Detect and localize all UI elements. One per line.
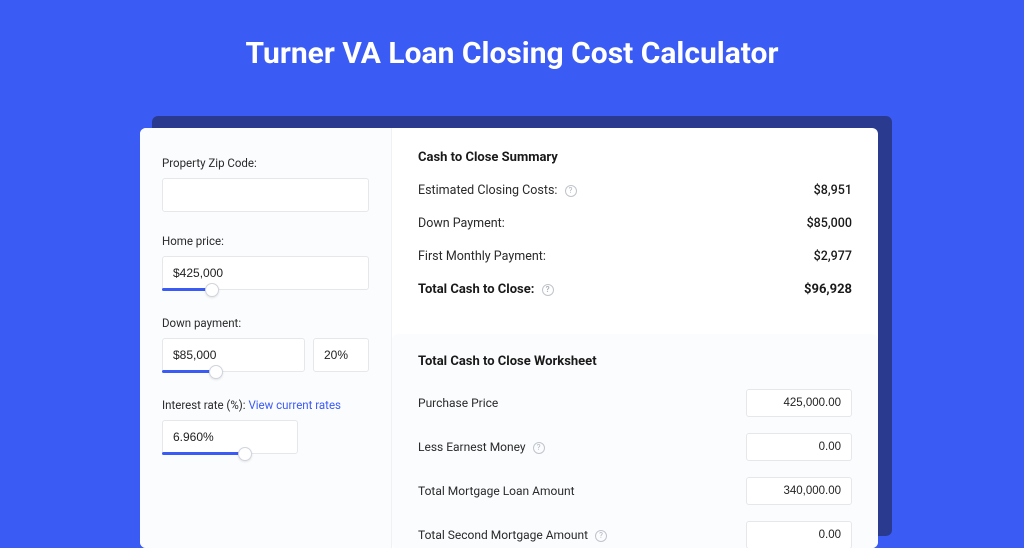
- divider: [418, 315, 852, 316]
- worksheet-title: Total Cash to Close Worksheet: [418, 354, 852, 369]
- zip-input[interactable]: [162, 178, 369, 212]
- interest-rate-label-text: Interest rate (%):: [162, 398, 246, 412]
- summary-row: Estimated Closing Costs: ? $8,951: [418, 183, 852, 198]
- worksheet-row: Total Second Mortgage Amount ?: [418, 521, 852, 548]
- summary-value: $2,977: [814, 249, 852, 264]
- home-price-group: Home price:: [162, 234, 369, 290]
- worksheet-input[interactable]: [746, 521, 852, 548]
- help-icon[interactable]: ?: [565, 185, 577, 197]
- help-icon[interactable]: ?: [533, 442, 545, 454]
- zip-field-group: Property Zip Code:: [162, 156, 369, 212]
- calculator-card: Property Zip Code: Home price: Down paym…: [140, 128, 878, 548]
- worksheet-input[interactable]: [746, 389, 852, 417]
- down-payment-slider-thumb[interactable]: [209, 365, 223, 379]
- summary-label: Down Payment:: [418, 216, 505, 231]
- summary-title: Cash to Close Summary: [418, 150, 852, 165]
- summary-row: First Monthly Payment: $2,977: [418, 249, 852, 264]
- worksheet-label: Total Mortgage Loan Amount: [418, 484, 575, 498]
- view-rates-link[interactable]: View current rates: [248, 398, 341, 412]
- worksheet-label: Total Second Mortgage Amount: [418, 528, 588, 542]
- down-payment-pct-input[interactable]: [313, 338, 369, 372]
- worksheet-label: Less Earnest Money: [418, 440, 526, 454]
- interest-rate-slider-thumb[interactable]: [238, 447, 252, 461]
- down-payment-group: Down payment:: [162, 316, 369, 372]
- help-icon[interactable]: ?: [542, 284, 554, 296]
- summary-total-value: $96,928: [804, 282, 852, 297]
- help-icon[interactable]: ?: [595, 530, 607, 542]
- down-payment-label: Down payment:: [162, 316, 369, 330]
- inputs-panel: Property Zip Code: Home price: Down paym…: [140, 128, 392, 548]
- home-price-label: Home price:: [162, 234, 369, 248]
- home-price-slider-thumb[interactable]: [205, 283, 219, 297]
- worksheet-row: Total Mortgage Loan Amount: [418, 477, 852, 505]
- worksheet-input[interactable]: [746, 433, 852, 461]
- summary-panel: Cash to Close Summary Estimated Closing …: [392, 128, 878, 548]
- home-price-input[interactable]: [162, 256, 369, 290]
- worksheet-panel: Total Cash to Close Worksheet Purchase P…: [392, 334, 878, 548]
- interest-rate-label: Interest rate (%): View current rates: [162, 398, 369, 412]
- interest-rate-input[interactable]: [162, 420, 298, 454]
- summary-value: $85,000: [807, 216, 852, 231]
- summary-label: Estimated Closing Costs:: [418, 183, 557, 198]
- down-payment-input[interactable]: [162, 338, 305, 372]
- worksheet-row: Purchase Price: [418, 389, 852, 417]
- down-payment-slider[interactable]: [162, 370, 216, 373]
- summary-total-row: Total Cash to Close: ? $96,928: [418, 282, 852, 297]
- summary-total-label: Total Cash to Close:: [418, 282, 534, 297]
- summary-label: First Monthly Payment:: [418, 249, 546, 264]
- page-title: Turner VA Loan Closing Cost Calculator: [0, 0, 1024, 99]
- worksheet-row: Less Earnest Money ?: [418, 433, 852, 461]
- interest-rate-group: Interest rate (%): View current rates: [162, 398, 369, 454]
- interest-rate-slider[interactable]: [162, 452, 245, 455]
- summary-value: $8,951: [814, 183, 852, 198]
- zip-label: Property Zip Code:: [162, 156, 369, 170]
- worksheet-input[interactable]: [746, 477, 852, 505]
- worksheet-label: Purchase Price: [418, 396, 498, 410]
- summary-row: Down Payment: $85,000: [418, 216, 852, 231]
